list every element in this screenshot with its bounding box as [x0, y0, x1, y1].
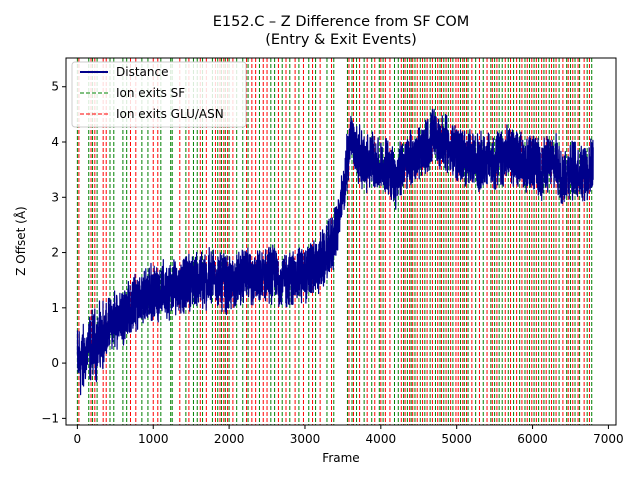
y-tick-label: −1	[41, 411, 59, 425]
x-tick-label: 4000	[366, 432, 397, 446]
y-axis-label: Z Offset (Å)	[13, 206, 28, 275]
y-ticks: −1 0 1 2 3 4 5	[41, 80, 66, 425]
x-tick-label: 6000	[517, 432, 548, 446]
y-tick-label: 5	[51, 80, 59, 94]
x-tick-label: 7000	[593, 432, 624, 446]
x-tick-label: 3000	[290, 432, 321, 446]
chart-subtitle: (Entry & Exit Events)	[265, 32, 417, 48]
legend-label-ion-exits-glu-asn: Ion exits GLU/ASN	[116, 107, 224, 121]
x-tick-label: 1000	[138, 432, 169, 446]
y-tick-label: 2	[51, 246, 59, 260]
y-tick-label: 0	[51, 356, 59, 370]
legend-box	[71, 61, 247, 128]
series-layer	[76, 108, 594, 396]
series-line-distance	[76, 108, 594, 396]
chart-title: E152.C – Z Difference from SF COM	[213, 14, 470, 30]
y-tick-label: 4	[51, 135, 59, 149]
legend: Distance Ion exits SF Ion exits GLU/ASN	[71, 61, 247, 128]
plot-frame	[65, 57, 617, 426]
x-axis-label: Frame	[322, 451, 359, 465]
x-tick-label: 0	[74, 432, 82, 446]
x-ticks: 0 1000 2000 3000 4000 5000 6000 7000	[74, 425, 624, 446]
y-tick-label: 3	[51, 190, 59, 204]
legend-label-ion-exits-sf: Ion exits SF	[116, 86, 185, 100]
legend-label-distance: Distance	[116, 65, 168, 79]
x-tick-label: 2000	[214, 432, 245, 446]
y-tick-label: 1	[51, 301, 59, 315]
x-tick-label: 5000	[441, 432, 472, 446]
